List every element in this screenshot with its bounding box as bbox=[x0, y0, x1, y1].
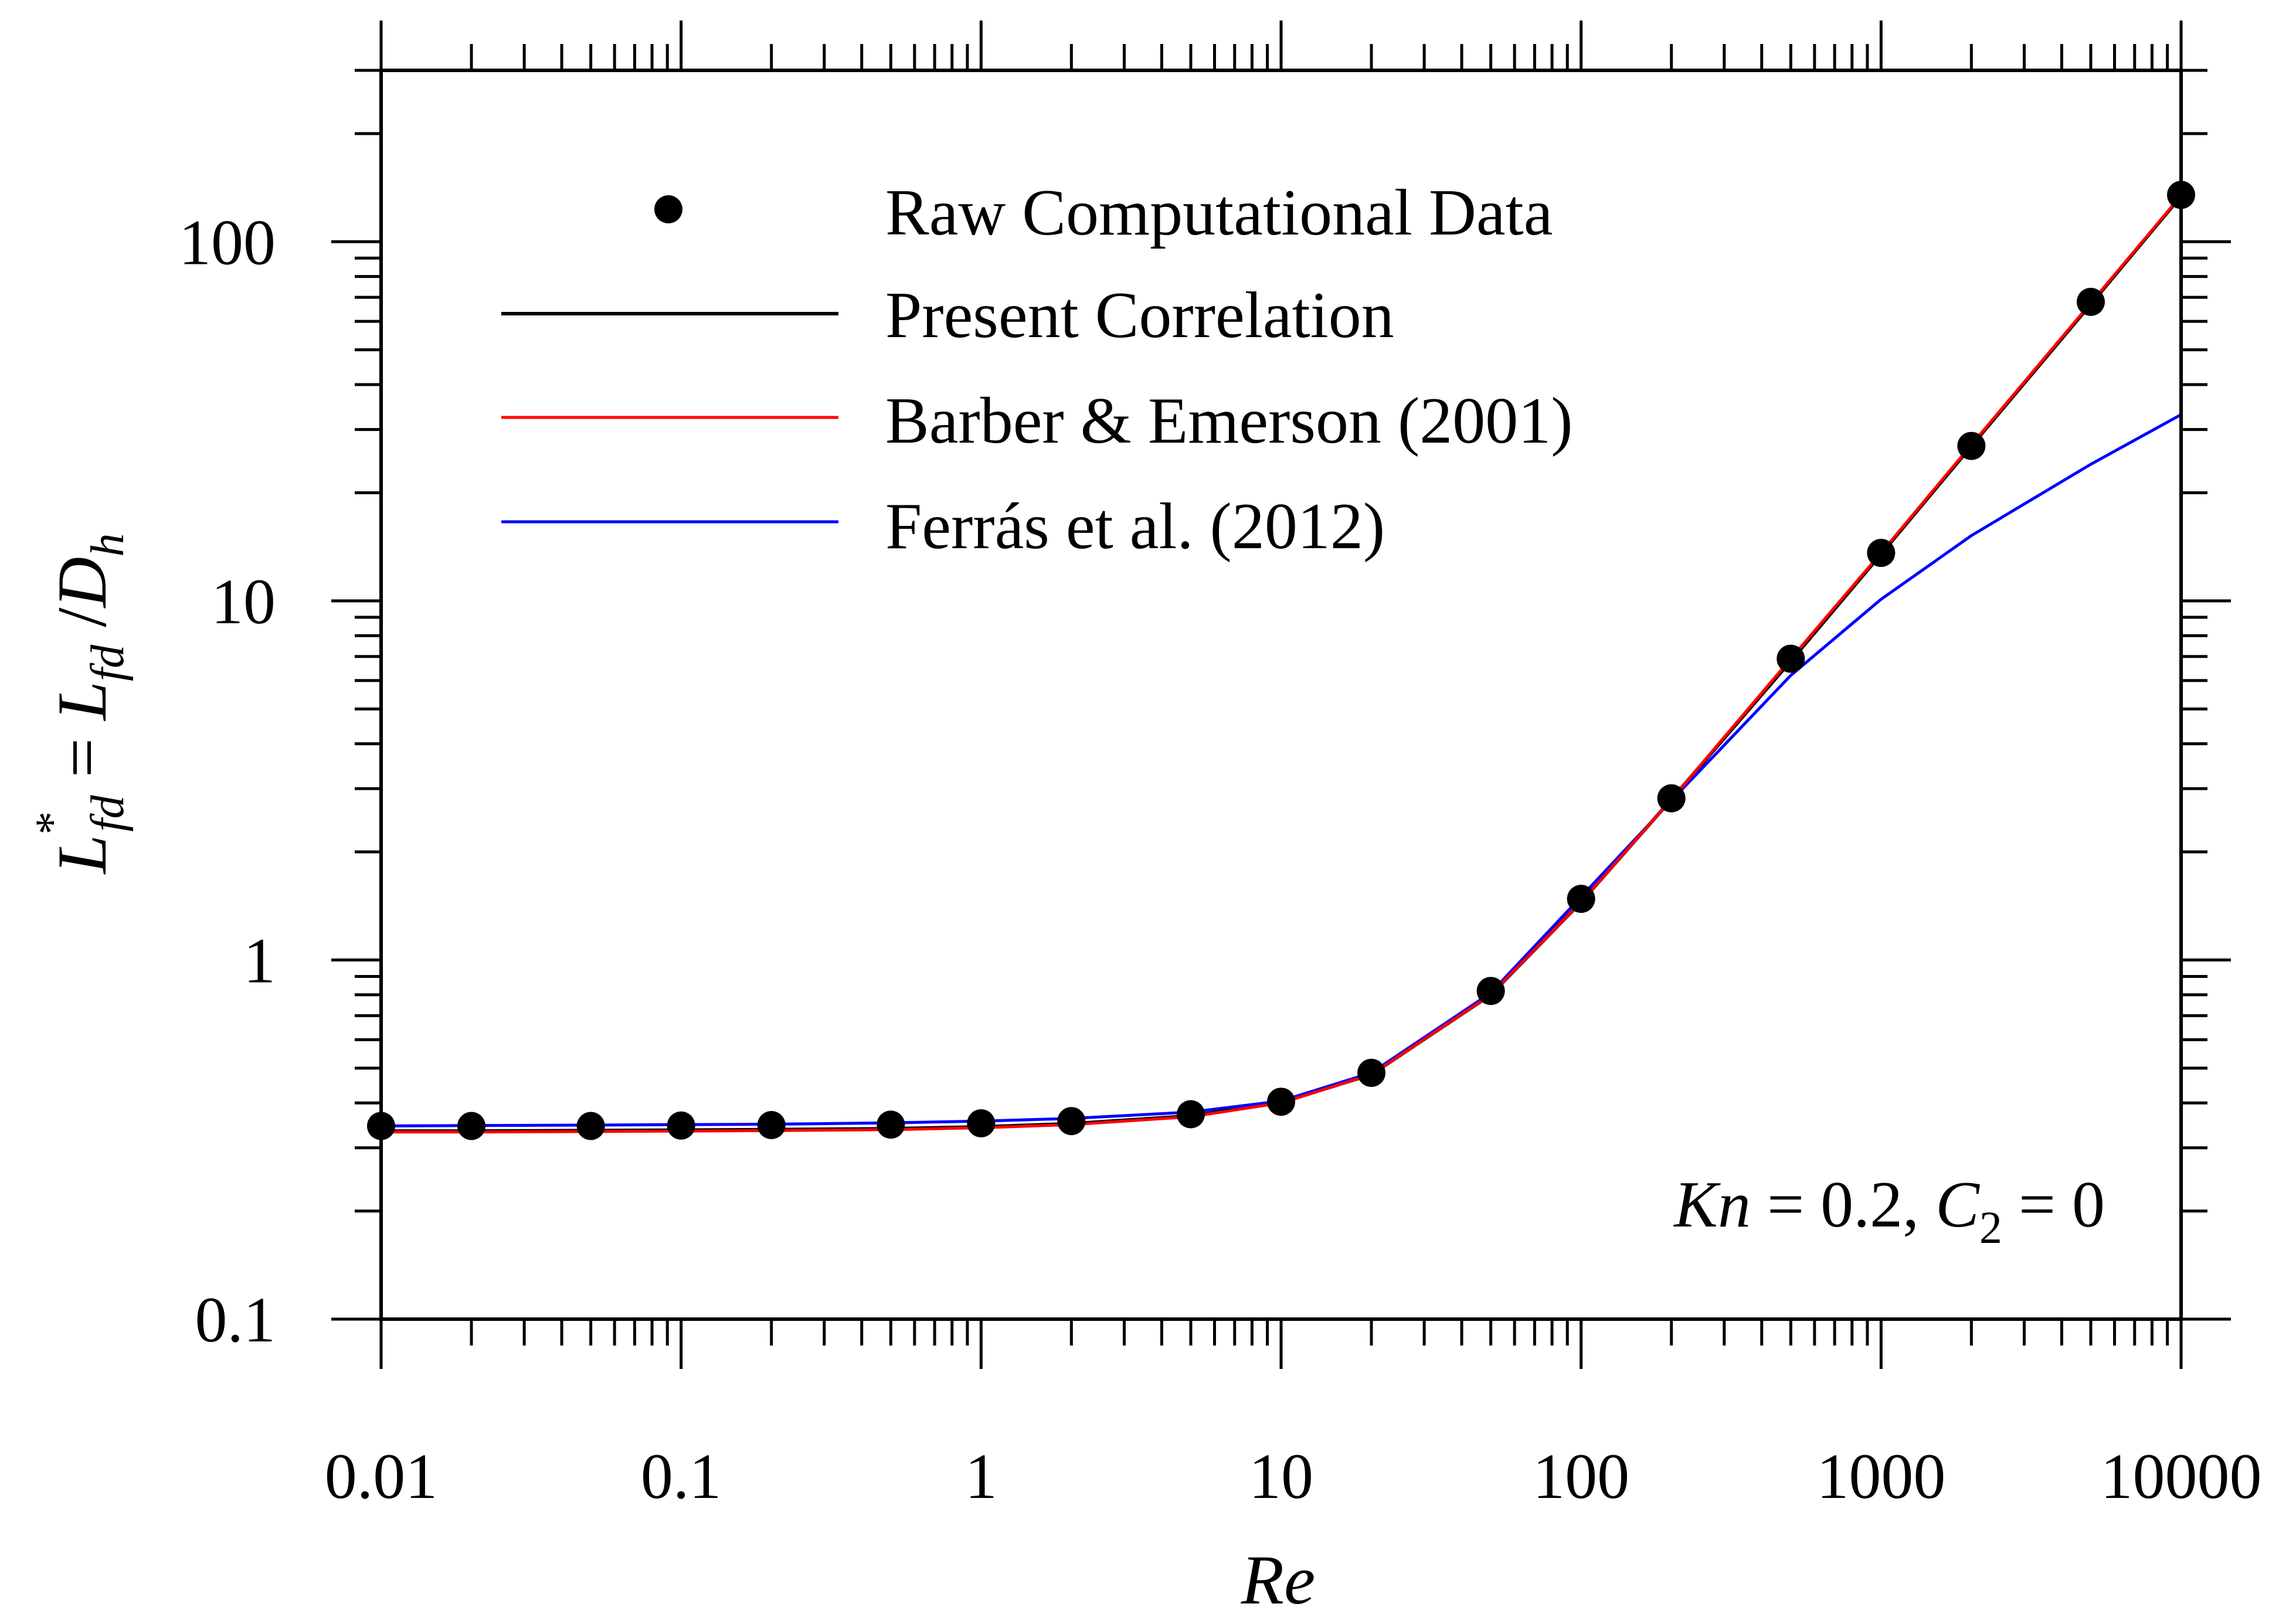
y-tick-label: 10 bbox=[211, 566, 276, 637]
raw-data-point bbox=[1357, 1058, 1386, 1087]
axis-ticks bbox=[331, 21, 2231, 1369]
y-axis-title-L2: L bbox=[43, 681, 121, 722]
y-tick-label: 100 bbox=[179, 206, 276, 278]
raw-data-point bbox=[576, 1112, 605, 1140]
x-tick-labels: 0.01 0.1 1 10 100 1000 10000 bbox=[325, 1440, 2262, 1512]
raw-data-point bbox=[1476, 977, 1505, 1005]
y-tick-label: 1 bbox=[243, 925, 276, 996]
x-tick-label: 1000 bbox=[1816, 1440, 1945, 1512]
y-tick-labels: 0.1 1 10 100 bbox=[179, 206, 276, 1355]
y-axis-title-star: * bbox=[26, 811, 78, 835]
raw-data-point bbox=[1176, 1100, 1205, 1129]
raw-data-point bbox=[757, 1111, 786, 1140]
y-axis-title-fd-sub2: fd bbox=[82, 644, 134, 681]
x-tick-label: 10000 bbox=[2101, 1440, 2262, 1512]
series-markers bbox=[367, 181, 2195, 1140]
y-axis-title: L*fd = Lfd /Dh bbox=[26, 534, 134, 875]
annotation-kn-value: = 0.2, bbox=[1751, 1168, 1935, 1241]
legend-marker-raw bbox=[654, 195, 682, 223]
raw-data-point bbox=[1777, 644, 1805, 673]
plot-frame bbox=[379, 69, 2183, 1321]
x-tick-label: 10 bbox=[1249, 1440, 1313, 1512]
annotation-kn-c2: Kn = 0.2, C2 = 0 bbox=[1673, 1168, 2105, 1253]
y-axis-title-h-sub: h bbox=[82, 534, 134, 557]
x-tick-label: 0.01 bbox=[325, 1440, 438, 1512]
raw-data-point bbox=[1567, 885, 1595, 913]
raw-data-point bbox=[2076, 287, 2105, 316]
y-axis-title-L: L bbox=[43, 835, 121, 875]
legend-label-present: Present Correlation bbox=[885, 279, 1394, 352]
x-tick-label: 0.1 bbox=[641, 1440, 722, 1512]
x-tick-label: 100 bbox=[1533, 1440, 1629, 1512]
y-axis-title-equals: = bbox=[43, 721, 121, 796]
raw-data-point bbox=[667, 1111, 695, 1140]
x-axis-title: Re bbox=[1241, 1541, 1316, 1619]
raw-data-point bbox=[967, 1109, 996, 1137]
raw-data-point bbox=[457, 1112, 486, 1140]
raw-data-point bbox=[1057, 1107, 1086, 1136]
legend-label-raw: Raw Computational Data bbox=[885, 176, 1553, 249]
legend: Raw Computational Data Present Correlati… bbox=[501, 176, 1573, 563]
raw-data-point bbox=[877, 1110, 905, 1139]
legend-label-ferras: Ferrás et al. (2012) bbox=[885, 490, 1385, 563]
y-tick-label: 0.1 bbox=[195, 1284, 276, 1355]
y-axis-title-fd-sub: fd bbox=[82, 794, 134, 831]
annotation-c: C bbox=[1935, 1168, 1980, 1241]
annotation-c-sub: 2 bbox=[1979, 1202, 2002, 1253]
annotation-c-value: = 0 bbox=[2002, 1168, 2105, 1241]
y-axis-title-slash: / bbox=[43, 607, 121, 645]
raw-data-point bbox=[1957, 432, 1986, 460]
raw-data-point bbox=[1867, 539, 1896, 568]
annotation-kn: Kn bbox=[1673, 1168, 1751, 1241]
x-tick-label: 1 bbox=[965, 1440, 997, 1512]
y-axis-title-D: D bbox=[43, 557, 121, 609]
raw-data-point bbox=[1657, 784, 1686, 813]
legend-label-barber: Barber & Emerson (2001) bbox=[885, 385, 1573, 457]
raw-data-point bbox=[1267, 1088, 1295, 1116]
